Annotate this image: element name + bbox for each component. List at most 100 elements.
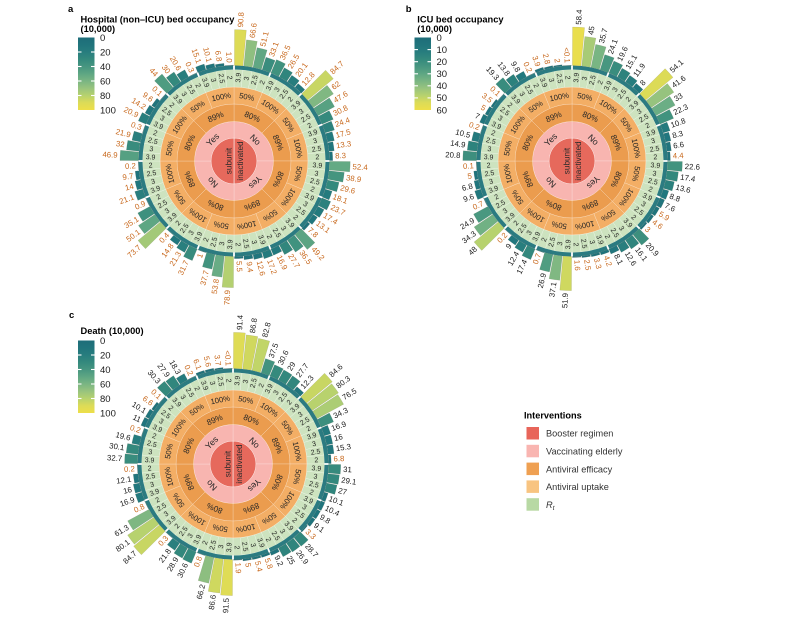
svg-text:2.5: 2.5: [251, 75, 260, 86]
svg-text:5.6: 5.6: [202, 355, 213, 368]
svg-text:2.5: 2.5: [159, 409, 171, 420]
svg-text:Antiviral uptake: Antiviral uptake: [546, 482, 609, 492]
svg-text:0.2: 0.2: [124, 464, 135, 474]
svg-text:3.9: 3.9: [488, 185, 500, 195]
svg-text:subunit: subunit: [224, 147, 233, 174]
svg-text:2.5: 2.5: [294, 509, 306, 520]
svg-text:21.9: 21.9: [115, 127, 132, 139]
svg-text:66.2: 66.2: [195, 583, 207, 600]
svg-text:100%: 100%: [574, 219, 595, 232]
svg-text:14: 14: [124, 182, 135, 193]
svg-text:7.6: 7.6: [663, 201, 677, 214]
svg-text:3: 3: [636, 108, 643, 116]
svg-text:3.9: 3.9: [573, 73, 580, 83]
svg-text:3: 3: [187, 533, 195, 540]
svg-text:3: 3: [314, 170, 319, 178]
svg-text:3.9: 3.9: [152, 121, 164, 132]
svg-text:2: 2: [203, 237, 211, 243]
svg-text:50%: 50%: [213, 219, 230, 231]
svg-text:62: 62: [330, 79, 342, 91]
svg-text:38.9: 38.9: [345, 173, 361, 184]
svg-text:3: 3: [612, 86, 620, 93]
svg-text:2.5: 2.5: [271, 227, 282, 239]
svg-text:3: 3: [496, 115, 503, 123]
svg-text:2: 2: [291, 214, 299, 222]
svg-text:8.3: 8.3: [671, 129, 684, 140]
svg-text:50%: 50%: [292, 165, 304, 182]
svg-text:3: 3: [150, 178, 156, 186]
svg-text:2.8: 2.8: [541, 53, 552, 66]
svg-text:2: 2: [307, 122, 314, 130]
svg-text:2: 2: [506, 102, 514, 110]
svg-text:2: 2: [152, 130, 158, 138]
svg-text:3.9: 3.9: [234, 376, 241, 386]
svg-text:2.5: 2.5: [308, 481, 319, 490]
svg-text:0.2: 0.2: [521, 60, 534, 74]
svg-text:2.5: 2.5: [647, 178, 658, 187]
svg-text:2: 2: [155, 497, 162, 505]
svg-text:3.9: 3.9: [150, 185, 162, 195]
svg-text:3: 3: [274, 86, 282, 93]
svg-text:3: 3: [488, 178, 494, 186]
svg-text:2.5: 2.5: [270, 530, 281, 542]
svg-text:3.9: 3.9: [538, 77, 548, 89]
svg-text:2.5: 2.5: [311, 145, 322, 153]
svg-text:20.8: 20.8: [445, 150, 461, 160]
svg-text:0.8: 0.8: [132, 502, 146, 515]
svg-text:3: 3: [149, 481, 155, 489]
svg-text:2: 2: [572, 242, 579, 246]
svg-text:3.9: 3.9: [171, 94, 183, 106]
svg-text:0: 0: [100, 33, 105, 44]
svg-text:0.3: 0.3: [183, 60, 196, 74]
svg-text:8.8: 8.8: [668, 192, 681, 204]
svg-text:16: 16: [333, 432, 344, 443]
svg-text:3: 3: [148, 449, 153, 457]
svg-text:0.2: 0.2: [125, 161, 136, 171]
svg-text:5.8: 5.8: [263, 557, 275, 570]
svg-text:1: 1: [195, 252, 205, 259]
svg-text:50%: 50%: [576, 91, 593, 103]
svg-text:(10,000): (10,000): [417, 24, 452, 34]
svg-text:3: 3: [617, 225, 625, 232]
svg-text:2: 2: [513, 220, 521, 228]
svg-text:2.5: 2.5: [299, 416, 311, 427]
svg-text:Rt: Rt: [546, 500, 556, 512]
svg-text:3.9: 3.9: [645, 129, 657, 139]
svg-text:9.7: 9.7: [122, 171, 134, 181]
svg-text:3.9: 3.9: [227, 239, 234, 249]
svg-text:3: 3: [487, 146, 492, 154]
svg-text:4.4: 4.4: [673, 151, 685, 161]
svg-text:2.5: 2.5: [633, 206, 645, 217]
svg-text:3: 3: [180, 91, 188, 98]
svg-text:Booster regimen: Booster regimen: [546, 429, 613, 439]
svg-text:3.9: 3.9: [594, 234, 604, 246]
svg-text:2.5: 2.5: [217, 73, 225, 84]
svg-text:b: b: [406, 4, 412, 15]
svg-text:3.9: 3.9: [146, 154, 156, 161]
svg-text:2.5: 2.5: [617, 88, 628, 100]
svg-text:c: c: [69, 310, 74, 321]
svg-text:ICU bed occupancy: ICU bed occupancy: [417, 15, 504, 25]
svg-text:4.2: 4.2: [602, 254, 614, 267]
svg-text:0: 0: [437, 33, 442, 44]
svg-text:6.1: 6.1: [191, 358, 203, 371]
svg-text:0.9: 0.9: [133, 199, 147, 212]
svg-text:3.9: 3.9: [149, 488, 161, 498]
svg-text:3.9: 3.9: [167, 212, 179, 224]
svg-text:(10,000): (10,000): [81, 24, 116, 34]
svg-text:33: 33: [672, 91, 684, 103]
svg-text:2: 2: [233, 545, 240, 549]
svg-text:53.8: 53.8: [210, 278, 221, 294]
svg-text:2: 2: [192, 386, 200, 393]
svg-text:19.6: 19.6: [115, 430, 132, 442]
svg-text:a: a: [68, 4, 74, 15]
svg-text:3.9: 3.9: [303, 192, 315, 203]
svg-text:3.9: 3.9: [199, 380, 209, 392]
svg-text:3: 3: [526, 230, 534, 237]
svg-text:9: 9: [504, 242, 514, 251]
svg-text:2.5: 2.5: [548, 237, 557, 248]
svg-text:2: 2: [309, 186, 315, 194]
svg-text:3: 3: [248, 542, 256, 548]
svg-text:9.4: 9.4: [244, 261, 255, 274]
svg-text:2: 2: [264, 537, 272, 544]
